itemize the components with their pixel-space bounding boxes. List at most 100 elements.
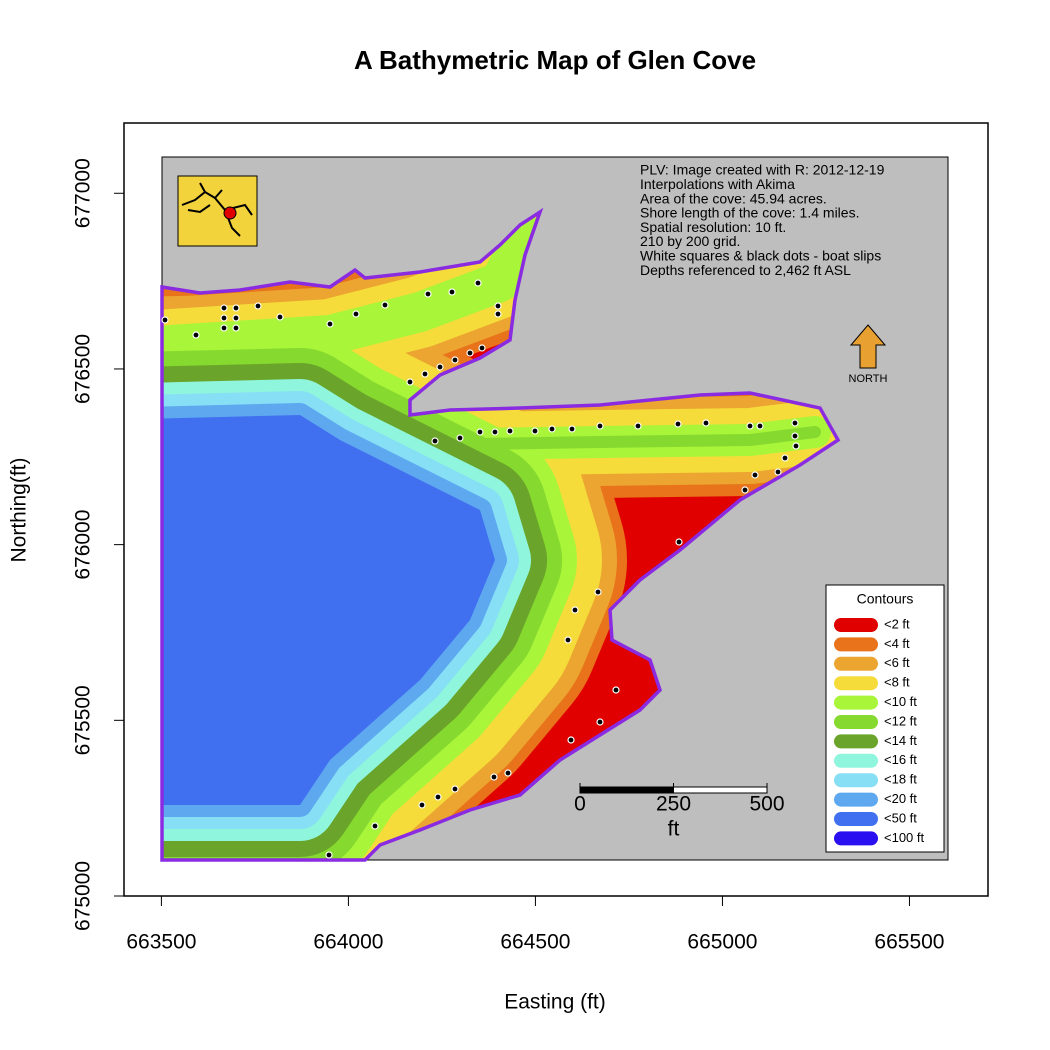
boat-slip	[254, 302, 262, 310]
depth-zone	[414, 426, 821, 451]
boat-slip	[791, 432, 799, 440]
legend-swatch	[834, 715, 878, 729]
annotation: Interpolations with Akima	[640, 176, 795, 192]
north-label: NORTH	[849, 373, 888, 385]
boat-slip	[448, 288, 456, 296]
chart-title: A Bathymetric Map of Glen Cove	[354, 45, 756, 75]
boat-slip	[791, 419, 799, 427]
inset-marker	[223, 206, 237, 220]
boat-slip	[276, 313, 284, 321]
boat-slip	[548, 425, 556, 433]
boat-slip	[161, 316, 169, 324]
y-tick-label: 675500	[72, 685, 95, 755]
annotation: White squares & black dots - boat slips	[640, 248, 881, 264]
y-tick-label: 676000	[72, 510, 95, 580]
annotation: PLV: Image created with R: 2012-12-19	[640, 162, 885, 178]
boat-slip	[494, 302, 502, 310]
boat-slip	[490, 773, 498, 781]
y-axis-label: Northing(ft)	[8, 457, 31, 562]
boat-slip	[192, 331, 200, 339]
legend-swatch	[834, 831, 878, 846]
boat-slip	[478, 344, 486, 352]
boat-slip	[567, 736, 575, 744]
annotation: Spatial resolution: 10 ft.	[640, 219, 786, 235]
legend-label: <18 ft	[884, 772, 917, 787]
x-tick-label: 665000	[687, 931, 757, 954]
boat-slip	[220, 324, 228, 332]
boat-slip	[352, 310, 360, 318]
legend-label: <20 ft	[884, 791, 917, 806]
annotation: Shore length of the cove: 1.4 miles.	[640, 205, 859, 221]
boat-slip	[675, 538, 683, 546]
x-tick-label: 664500	[500, 931, 570, 954]
boat-slip	[781, 454, 789, 462]
legend-swatch	[834, 618, 878, 632]
boat-slip	[421, 370, 429, 378]
boat-slip	[612, 686, 620, 694]
boat-slip	[476, 428, 484, 436]
legend-swatch	[834, 676, 878, 691]
y-tick-label: 677000	[72, 158, 95, 228]
boat-slip	[506, 427, 514, 435]
depth-zone	[162, 415, 495, 805]
boat-slip	[371, 822, 379, 830]
legend-label: <10 ft	[884, 694, 917, 709]
inset-lake	[181, 182, 253, 237]
north-arrow	[849, 324, 887, 369]
boat-slip	[746, 422, 754, 430]
boat-slip	[434, 793, 442, 801]
legend-swatch	[834, 637, 878, 652]
boat-slip	[232, 314, 240, 322]
x-tick-label: 663500	[126, 931, 196, 954]
boat-slip	[494, 310, 502, 318]
locator-inset	[177, 175, 258, 247]
boat-slip	[751, 471, 759, 479]
boat-slip	[431, 437, 439, 445]
boat-slip	[634, 422, 642, 430]
boat-slip	[674, 420, 682, 428]
y-tick-label: 676500	[72, 334, 95, 404]
scale-bar-label: 250	[656, 793, 691, 816]
legend-swatch	[834, 656, 878, 671]
boat-slip	[451, 356, 459, 364]
legend-label: <14 ft	[884, 733, 917, 748]
scale-bar-label: 500	[749, 793, 784, 816]
legend-label: <4 ft	[884, 636, 910, 651]
boat-slip	[424, 290, 432, 298]
axes: 663500 664000 664500 665000 665500 675000 6755…	[72, 158, 945, 953]
x-tick-label: 665500	[874, 931, 944, 954]
legend: Contours <2 ft <4 ft <6 ft <8 ft <10 ft <12 f…	[825, 584, 945, 853]
boat-slip	[406, 378, 414, 386]
boat-slip	[232, 304, 240, 312]
boat-slip	[466, 349, 474, 357]
scale-bar-unit: ft	[668, 818, 680, 841]
boat-slips	[161, 279, 800, 859]
boat-slip	[474, 279, 482, 287]
scale-bar-label: 0	[574, 793, 586, 816]
depth-zone	[162, 215, 545, 365]
boat-slip	[564, 636, 572, 644]
legend-label: <8 ft	[884, 675, 910, 690]
legend-swatch	[834, 695, 878, 710]
legend-label: <50 ft	[884, 810, 917, 825]
legend-label: <100 ft	[884, 830, 925, 845]
scale-bar: 0 250 500 ft	[574, 783, 785, 841]
y-tick-label: 675000	[72, 861, 95, 931]
x-axis-label: Easting (ft)	[504, 991, 606, 1014]
boat-slip	[436, 363, 444, 371]
boat-slip	[756, 422, 764, 430]
legend-label: <16 ft	[884, 752, 917, 767]
depth-layers	[162, 212, 838, 860]
legend-label: <12 ft	[884, 713, 917, 728]
annotation: 210 by 200 grid.	[640, 233, 740, 249]
boat-slip	[594, 588, 602, 596]
boat-slip	[418, 801, 426, 809]
boat-slip	[741, 486, 749, 494]
legend-label: <6 ft	[884, 655, 910, 670]
boat-slip	[220, 304, 228, 312]
boat-slip	[456, 434, 464, 442]
boat-slip	[451, 785, 459, 793]
boat-slip	[220, 314, 228, 322]
legend-label: <2 ft	[884, 616, 910, 631]
